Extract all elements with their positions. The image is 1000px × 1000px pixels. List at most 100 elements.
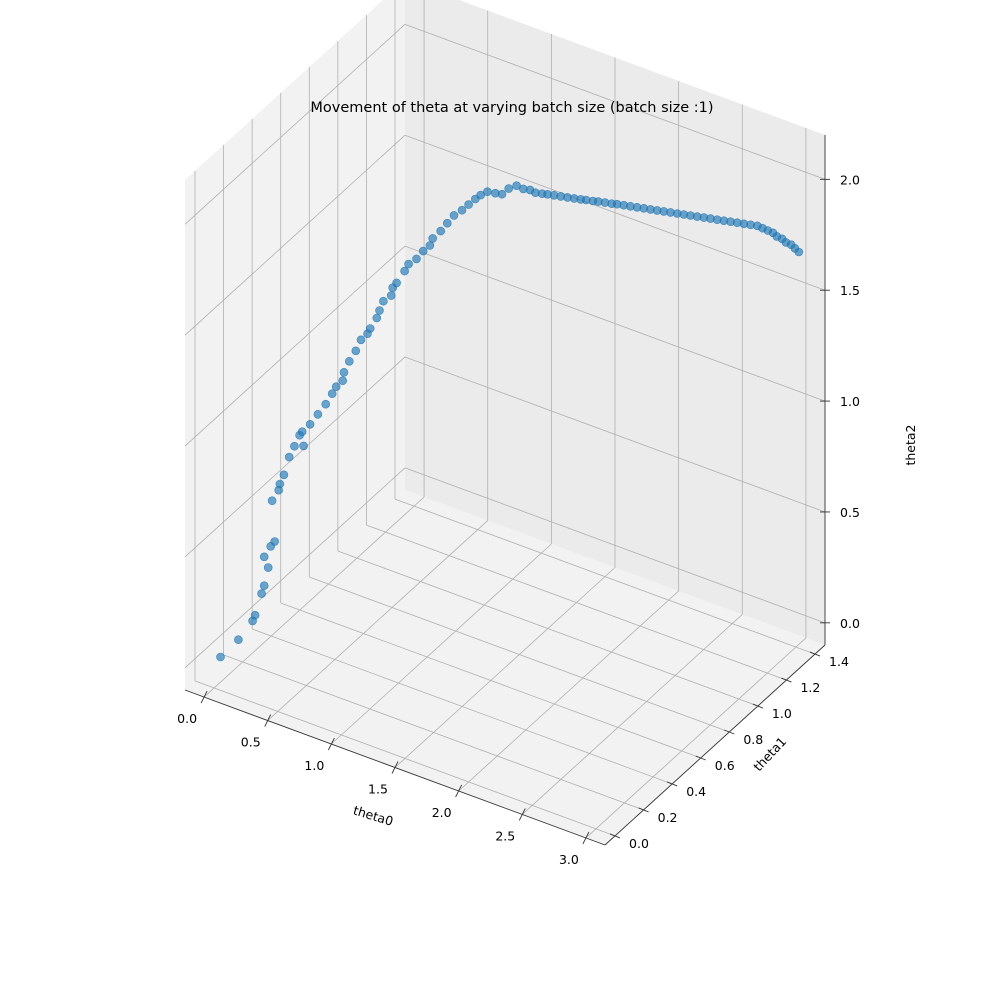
data-point: [290, 441, 299, 451]
z-tick-label: 0.0: [840, 616, 860, 631]
data-point: [375, 306, 384, 315]
x-tick-mark: [391, 761, 399, 774]
z-grid-left: [184, 134, 406, 336]
x-grid-floor: [203, 496, 425, 698]
data-point: [504, 184, 514, 193]
data-point: [356, 335, 366, 345]
data-point: [400, 266, 409, 276]
x-tick-label: 0.0: [177, 711, 197, 726]
y-tick-mark: [752, 703, 764, 709]
z-grid-left: [184, 24, 406, 225]
x-grid-floor: [394, 567, 616, 768]
data-point: [372, 313, 382, 323]
x-tick-mark: [200, 690, 208, 704]
y-tick-label: 0.4: [686, 784, 706, 799]
y-grid-floor: [223, 654, 644, 811]
data-point: [449, 211, 459, 220]
data-point: [351, 346, 361, 356]
z-grid-back: [404, 23, 826, 180]
y-grid-floor: [309, 576, 730, 733]
y-tick-mark: [781, 677, 792, 683]
z-tick-label: 0.5: [840, 505, 860, 520]
z-grid-back: [404, 467, 826, 624]
data-point: [216, 652, 225, 662]
y-tick-mark: [638, 807, 649, 813]
data-point: [331, 382, 341, 392]
data-point: [404, 259, 413, 269]
z-grid-back: [404, 134, 826, 291]
data-points: [216, 181, 804, 662]
z-grid-left: [184, 356, 406, 558]
data-point: [275, 479, 285, 489]
chart-title: Movement of theta at varying batch size …: [310, 100, 713, 116]
y-tick-mark: [809, 651, 821, 657]
y-tick-mark: [666, 781, 678, 787]
y-grid-floor: [252, 628, 673, 785]
y-grid-floor: [280, 602, 701, 759]
data-point: [321, 399, 331, 409]
x-tick-mark: [582, 831, 590, 845]
data-point: [263, 563, 273, 572]
y-grid-floor: [194, 680, 616, 837]
data-point: [365, 324, 375, 333]
data-point: [339, 367, 349, 377]
z-axis-label: theta2: [903, 424, 918, 465]
x-tick-label: 3.0: [559, 852, 579, 867]
y-grid-floor: [366, 524, 787, 681]
z-tick-label: 2.0: [840, 172, 860, 187]
x-axis-label: theta0: [352, 803, 396, 829]
data-point: [257, 589, 266, 598]
data-point: [379, 296, 388, 306]
y-grid-floor: [394, 498, 816, 655]
x-grid-floor: [585, 637, 807, 839]
data-point: [442, 218, 452, 228]
tick-labels: 0.0 0.5 1.0 1.5 2.0 2.5 3.0 0.0 0.2 0.4 0.6 0.8 1.0 1…: [177, 172, 860, 867]
x-grid-floor: [522, 614, 743, 815]
y-tick-mark: [724, 729, 735, 735]
x-tick-mark: [455, 784, 463, 798]
data-point: [425, 241, 435, 250]
data-point: [412, 254, 421, 264]
x-grid-floor: [267, 520, 488, 721]
data-point: [794, 247, 804, 257]
data-point: [250, 610, 260, 620]
x-tick-label: 2.5: [495, 828, 515, 843]
data-point: [457, 205, 467, 215]
data-point: [259, 552, 269, 562]
data-point: [234, 635, 243, 645]
data-point: [483, 187, 492, 196]
z-tick-label: 1.0: [840, 394, 860, 409]
x-tick-label: 2.0: [432, 805, 452, 820]
data-point: [313, 409, 323, 419]
y-tick-mark: [609, 833, 621, 839]
data-point: [338, 376, 348, 386]
y-tick-mark: [695, 755, 706, 761]
data-point: [428, 234, 438, 243]
x-tick-label: 1.5: [368, 782, 388, 797]
data-point: [267, 496, 277, 506]
y-tick-label: 0.8: [743, 732, 763, 747]
data-point: [270, 537, 280, 546]
tick-marks: [200, 178, 830, 845]
x-tick-mark: [518, 808, 526, 821]
y-tick-label: 0.6: [715, 758, 735, 773]
data-point: [392, 278, 401, 288]
x-tick-mark: [264, 714, 272, 727]
y-tick-label: 1.4: [829, 654, 849, 669]
x-grid-floor: [458, 590, 679, 792]
x-grid-floor: [331, 543, 552, 745]
data-point: [299, 441, 308, 451]
data-point: [284, 452, 294, 462]
x-tick-label: 0.5: [241, 735, 261, 750]
data-point: [497, 189, 507, 199]
z-grid-left: [184, 245, 406, 447]
data-point: [305, 419, 315, 429]
data-point: [386, 291, 396, 300]
data-point: [464, 200, 473, 209]
z-grid-back: [404, 245, 826, 402]
data-point: [297, 427, 307, 437]
data-point: [418, 246, 428, 256]
y-tick-label: 1.0: [772, 706, 792, 721]
y-tick-label: 0.0: [629, 836, 649, 851]
y-tick-label: 1.2: [800, 680, 820, 695]
